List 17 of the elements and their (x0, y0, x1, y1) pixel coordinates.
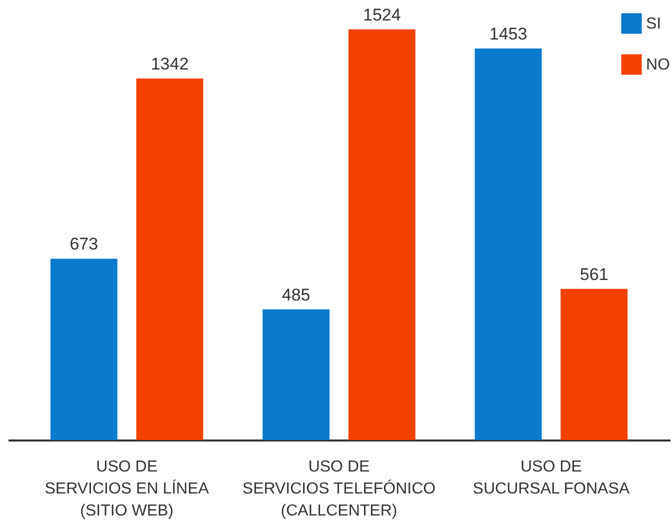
x-tick-label: USO DE SERVICIOS TELEFÓNICO (CALLCENTER) (242, 458, 436, 520)
bar (262, 309, 330, 440)
legend-label: NO (646, 56, 670, 74)
x-tick-label: USO DE SERVICIOS EN LÍNEA (SITIO WEB) (44, 458, 210, 520)
x-tick-label: USO DE SUCURSAL FONASA (472, 458, 630, 498)
data-label: 673 (70, 234, 98, 254)
data-label: 485 (282, 285, 310, 304)
bar (474, 48, 542, 440)
bar (136, 78, 204, 440)
bar (560, 288, 628, 440)
bar (50, 258, 118, 440)
data-label: 1453 (489, 24, 528, 44)
data-label: 561 (580, 264, 608, 284)
data-label: 1524 (363, 5, 401, 24)
data-label: 1342 (150, 54, 189, 74)
legend-label: SI (646, 16, 662, 32)
bar (348, 29, 416, 440)
